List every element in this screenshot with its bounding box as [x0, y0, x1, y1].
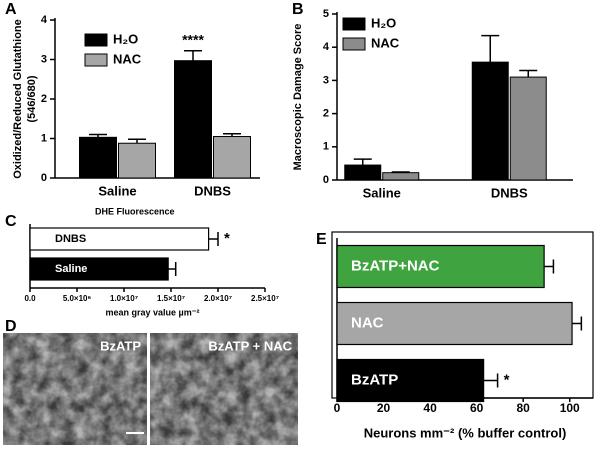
y-tick-label: 1 — [323, 141, 329, 153]
x-tick-label: 100 — [560, 401, 580, 415]
annotation: **** — [182, 32, 204, 48]
bar-label: Saline — [55, 263, 87, 275]
error-bar — [208, 232, 219, 246]
x-tick-label: 2.0×10⁷ — [204, 294, 232, 303]
bar — [174, 60, 212, 179]
x-tick-label: DNBS — [194, 183, 231, 198]
legend-label: NAC — [113, 51, 142, 66]
y-tick-label: 3 — [41, 53, 47, 65]
panel-label: A — [5, 1, 17, 18]
error-bar — [483, 373, 499, 388]
x-axis-label: Neurons mm⁻² (% buffer control) — [364, 425, 567, 440]
x-tick-label: 0.0 — [24, 294, 36, 303]
bar — [336, 358, 485, 403]
error-bar — [128, 138, 146, 144]
x-tick-label: 1.0×10⁷ — [110, 294, 138, 303]
y-axis-label: Macroscopic Damage Score — [292, 24, 304, 171]
annotation: * — [224, 230, 230, 247]
legend-swatch — [342, 17, 366, 31]
bar-label: NAC — [351, 314, 384, 331]
error-bar — [89, 133, 107, 138]
micrograph-texture — [150, 333, 298, 445]
panel-label: E — [316, 231, 327, 248]
bar — [118, 142, 156, 179]
legend-swatch — [84, 33, 108, 47]
x-tick-label: Saline — [363, 185, 401, 200]
micrograph-texture — [3, 333, 147, 445]
y-axis-label: (546/680) — [26, 75, 38, 122]
y-tick-label: 5 — [323, 8, 329, 20]
error-bar — [544, 259, 555, 274]
bar — [79, 136, 117, 179]
bar — [344, 164, 382, 181]
y-tick-label: 2 — [323, 108, 329, 120]
y-tick-label: 3 — [323, 74, 329, 86]
image-label: BzATP + NAC — [208, 338, 292, 353]
bar-label: DNBS — [55, 233, 86, 245]
error-bar — [168, 262, 177, 276]
error-bar — [184, 50, 202, 61]
legend-label: H₂O — [113, 31, 138, 46]
y-tick-label: 2 — [41, 93, 47, 105]
bar — [471, 61, 509, 181]
bar — [336, 244, 545, 289]
legend-swatch — [342, 37, 366, 51]
error-bar — [572, 316, 583, 331]
x-tick-label: DNBS — [491, 185, 528, 200]
image-label: BzATP — [100, 338, 141, 353]
panel-label: D — [5, 318, 17, 335]
bar-label: BzATP — [351, 371, 398, 388]
x-tick-label: 0 — [334, 401, 341, 415]
bar — [29, 257, 169, 281]
x-tick-label: 2.5×10⁷ — [251, 294, 279, 303]
y-tick-label: 0 — [323, 174, 329, 186]
panel-label: C — [5, 213, 17, 230]
panel-label: B — [292, 1, 304, 18]
error-bar — [481, 34, 500, 63]
y-tick-label: 4 — [323, 41, 330, 53]
y-tick-label: 1 — [41, 132, 47, 144]
x-tick-label: 40 — [423, 401, 437, 415]
x-tick-label: 5.0×10⁶ — [63, 294, 92, 303]
x-tick-label: 60 — [470, 401, 484, 415]
error-bar — [519, 69, 538, 78]
x-tick-label: 20 — [377, 401, 391, 415]
chart-title: DHE Fluorescence — [95, 206, 175, 216]
legend-label: NAC — [371, 35, 400, 50]
bar — [213, 136, 251, 179]
bar — [382, 172, 420, 181]
error-bar — [391, 171, 410, 173]
y-axis-label: Oxidized/Reduced Glutathione — [12, 19, 24, 179]
bar-label: BzATP+NAC — [351, 257, 440, 274]
y-tick-label: 0 — [41, 172, 47, 184]
error-bar — [223, 133, 241, 137]
x-axis-label: mean gray value µm⁻² — [106, 307, 200, 317]
legend-swatch — [84, 53, 108, 67]
annotation: * — [504, 371, 510, 388]
legend-label: H₂O — [371, 15, 396, 30]
x-tick-label: 1.5×10⁷ — [157, 294, 185, 303]
error-bar — [353, 158, 372, 166]
x-tick-label: Saline — [98, 183, 136, 198]
bar — [509, 76, 547, 181]
y-tick-label: 4 — [41, 14, 48, 26]
x-tick-label: 80 — [517, 401, 531, 415]
